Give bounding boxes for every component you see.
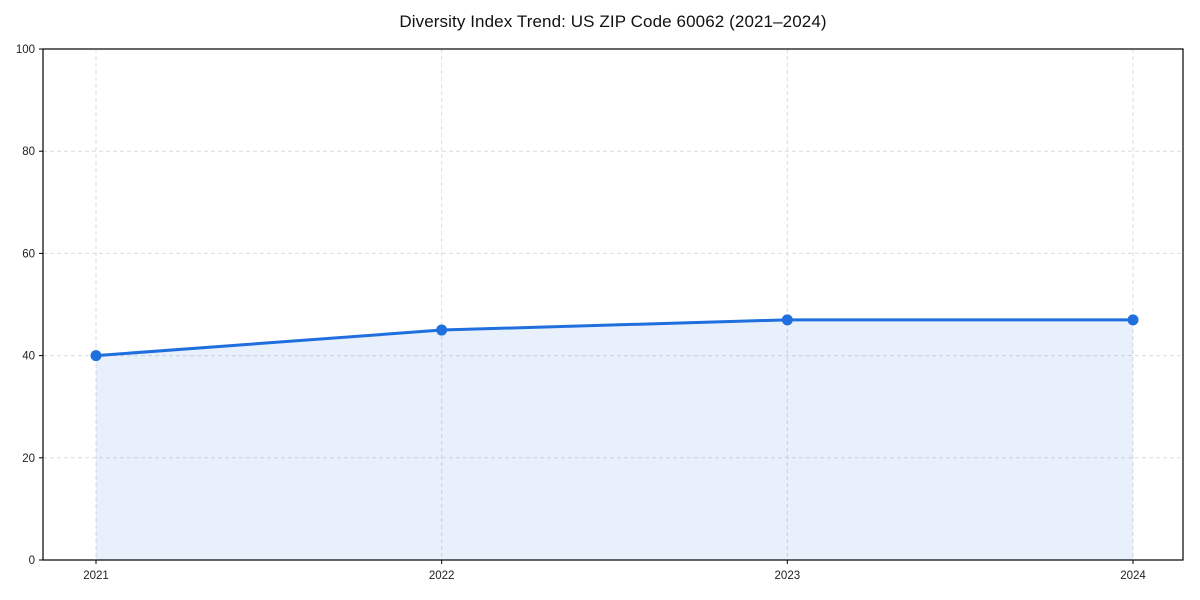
plot-border <box>42 48 1184 561</box>
x-tick-label: 2023 <box>775 570 801 582</box>
x-tick-label: 2022 <box>429 570 455 582</box>
data-point-marker <box>1127 314 1139 326</box>
area-fill <box>96 319 1133 560</box>
chart-title: Diversity Index Trend: US ZIP Code 60062… <box>399 12 827 31</box>
x-tick-label: 2021 <box>83 570 109 582</box>
y-tick-label: 40 <box>22 351 35 363</box>
y-tick-label: 60 <box>22 248 35 260</box>
trend-line <box>94 318 1135 358</box>
y-tick-label: 80 <box>22 146 35 158</box>
data-point-marker <box>90 350 102 362</box>
x-tick-label: 2024 <box>1120 570 1146 582</box>
data-point-marker <box>436 324 448 336</box>
y-tick-label: 20 <box>22 453 35 465</box>
data-point-marker <box>781 314 793 326</box>
y-tick-label: 0 <box>29 555 35 567</box>
y-tick-label: 100 <box>16 44 35 56</box>
